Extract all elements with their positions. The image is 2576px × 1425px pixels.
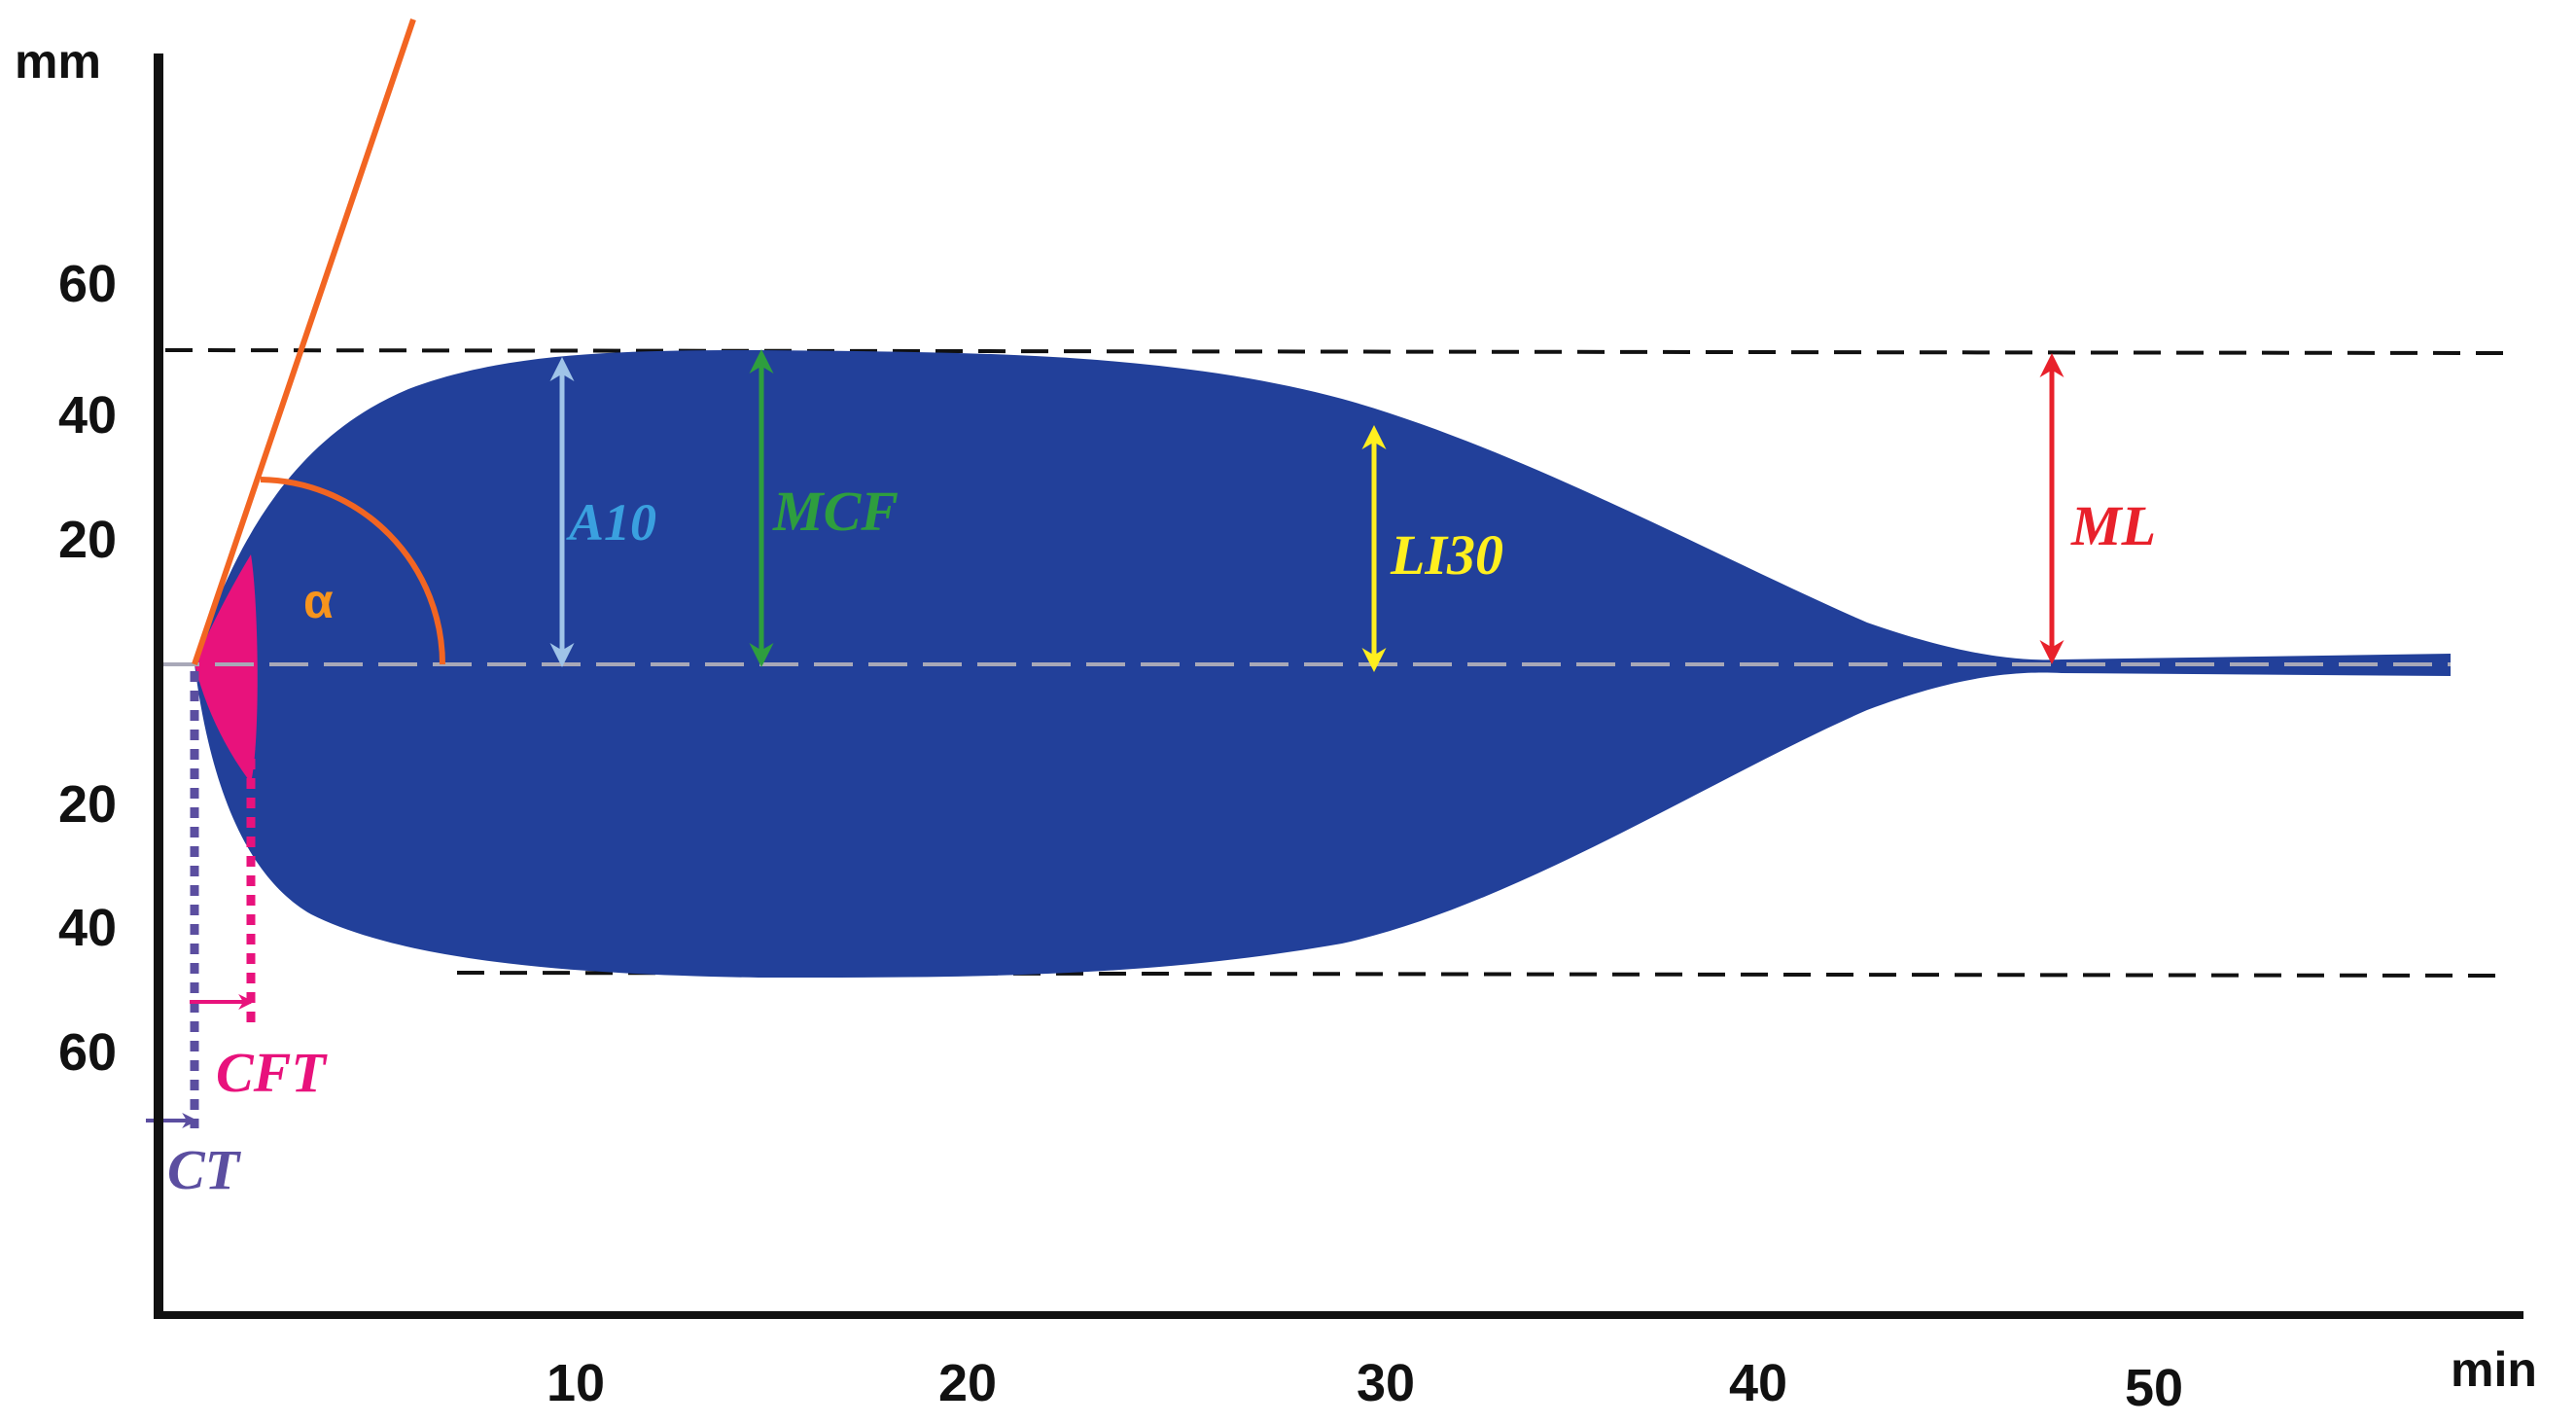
x-tick-label: 20 xyxy=(938,1354,997,1412)
y-tick-label: 40 xyxy=(58,386,117,445)
y-axis-unit-label: mm xyxy=(15,34,101,89)
x-tick-label: 10 xyxy=(547,1354,605,1412)
ml-label: ML xyxy=(2070,494,2156,557)
y-tick-label: 20 xyxy=(58,775,117,834)
cft-label: CFT xyxy=(216,1041,328,1104)
alpha-angle-symbol: α xyxy=(303,574,334,628)
ct-label: CT xyxy=(167,1138,242,1201)
x-axis-unit-label: min xyxy=(2451,1342,2537,1397)
x-tick-label: 30 xyxy=(1357,1354,1415,1412)
a10-label: A10 xyxy=(566,493,656,552)
max-amplitude-line-upper xyxy=(164,348,2510,355)
x-tick-label: 50 xyxy=(2125,1359,2183,1417)
y-tick-label: 60 xyxy=(58,1023,117,1082)
x-tick-label: 40 xyxy=(1729,1354,1787,1412)
li30-label: LI30 xyxy=(1390,523,1503,587)
alpha-angle-arc xyxy=(260,477,445,665)
alpha-angle-tangent-line xyxy=(192,18,416,665)
y-tick-label: 40 xyxy=(58,899,117,957)
mcf-label: MCF xyxy=(772,480,899,543)
clot-formation-region xyxy=(194,554,258,783)
y-tick-label: 20 xyxy=(58,511,117,569)
y-tick-label: 60 xyxy=(58,255,117,313)
